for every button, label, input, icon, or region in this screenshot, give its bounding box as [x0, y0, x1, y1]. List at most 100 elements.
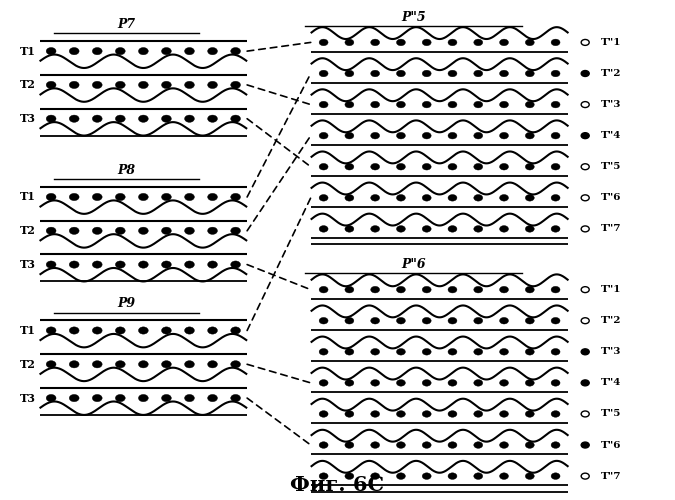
Circle shape: [371, 473, 379, 480]
Circle shape: [500, 164, 508, 170]
Circle shape: [581, 40, 589, 46]
Circle shape: [448, 194, 457, 201]
Circle shape: [525, 473, 534, 480]
Circle shape: [115, 115, 125, 122]
Circle shape: [371, 286, 379, 293]
Circle shape: [500, 348, 508, 355]
Circle shape: [161, 227, 171, 234]
Circle shape: [184, 360, 194, 368]
Circle shape: [184, 115, 194, 122]
Circle shape: [581, 132, 589, 138]
Circle shape: [319, 380, 328, 386]
Circle shape: [525, 410, 534, 418]
Circle shape: [423, 164, 431, 170]
Circle shape: [115, 227, 125, 234]
Circle shape: [115, 360, 125, 368]
Circle shape: [474, 102, 483, 108]
Circle shape: [474, 132, 483, 139]
Circle shape: [46, 360, 56, 368]
Circle shape: [474, 164, 483, 170]
Circle shape: [231, 194, 240, 200]
Text: T3: T3: [20, 392, 36, 404]
Circle shape: [396, 132, 406, 139]
Circle shape: [115, 48, 125, 55]
Circle shape: [345, 164, 354, 170]
Circle shape: [231, 394, 240, 402]
Circle shape: [581, 102, 589, 107]
Circle shape: [396, 194, 406, 201]
Circle shape: [474, 70, 483, 77]
Circle shape: [581, 442, 589, 448]
Text: T"5: T"5: [601, 410, 621, 418]
Circle shape: [525, 132, 534, 139]
Circle shape: [92, 194, 102, 200]
Circle shape: [46, 82, 56, 88]
Text: T"5: T"5: [601, 162, 621, 171]
Circle shape: [448, 102, 457, 108]
Text: T1: T1: [20, 325, 36, 336]
Circle shape: [319, 194, 328, 201]
Text: T3: T3: [20, 113, 36, 124]
Circle shape: [448, 410, 457, 418]
Circle shape: [231, 360, 240, 368]
Circle shape: [551, 39, 560, 46]
Circle shape: [371, 410, 379, 418]
Circle shape: [474, 410, 483, 418]
Circle shape: [345, 473, 354, 480]
Circle shape: [46, 115, 56, 122]
Circle shape: [423, 348, 431, 355]
Circle shape: [525, 348, 534, 355]
Circle shape: [345, 102, 354, 108]
Circle shape: [70, 327, 79, 334]
Circle shape: [115, 82, 125, 88]
Circle shape: [525, 102, 534, 108]
Circle shape: [525, 194, 534, 201]
Circle shape: [396, 348, 406, 355]
Circle shape: [551, 132, 560, 139]
Circle shape: [423, 318, 431, 324]
Circle shape: [92, 48, 102, 55]
Circle shape: [70, 394, 79, 402]
Circle shape: [184, 194, 194, 200]
Circle shape: [345, 286, 354, 293]
Circle shape: [161, 115, 171, 122]
Circle shape: [231, 115, 240, 122]
Circle shape: [345, 442, 354, 448]
Circle shape: [396, 164, 406, 170]
Circle shape: [474, 286, 483, 293]
Circle shape: [70, 48, 79, 55]
Circle shape: [581, 164, 589, 170]
Circle shape: [345, 348, 354, 355]
Circle shape: [423, 410, 431, 418]
Circle shape: [115, 261, 125, 268]
Circle shape: [525, 70, 534, 77]
Circle shape: [115, 327, 125, 334]
Circle shape: [551, 380, 560, 386]
Circle shape: [70, 82, 79, 88]
Circle shape: [500, 39, 508, 46]
Circle shape: [500, 410, 508, 418]
Circle shape: [396, 102, 406, 108]
Text: T1: T1: [20, 46, 36, 56]
Circle shape: [474, 473, 483, 480]
Circle shape: [551, 70, 560, 77]
Circle shape: [371, 442, 379, 448]
Circle shape: [371, 194, 379, 201]
Circle shape: [208, 194, 217, 200]
Circle shape: [184, 227, 194, 234]
Text: T"1: T"1: [601, 38, 621, 47]
Text: T"6: T"6: [601, 194, 621, 202]
Circle shape: [371, 39, 379, 46]
Circle shape: [70, 227, 79, 234]
Circle shape: [319, 318, 328, 324]
Circle shape: [46, 194, 56, 200]
Circle shape: [423, 442, 431, 448]
Circle shape: [551, 410, 560, 418]
Circle shape: [423, 380, 431, 386]
Circle shape: [345, 39, 354, 46]
Circle shape: [231, 48, 240, 55]
Circle shape: [138, 360, 148, 368]
Circle shape: [138, 48, 148, 55]
Circle shape: [184, 261, 194, 268]
Circle shape: [345, 380, 354, 386]
